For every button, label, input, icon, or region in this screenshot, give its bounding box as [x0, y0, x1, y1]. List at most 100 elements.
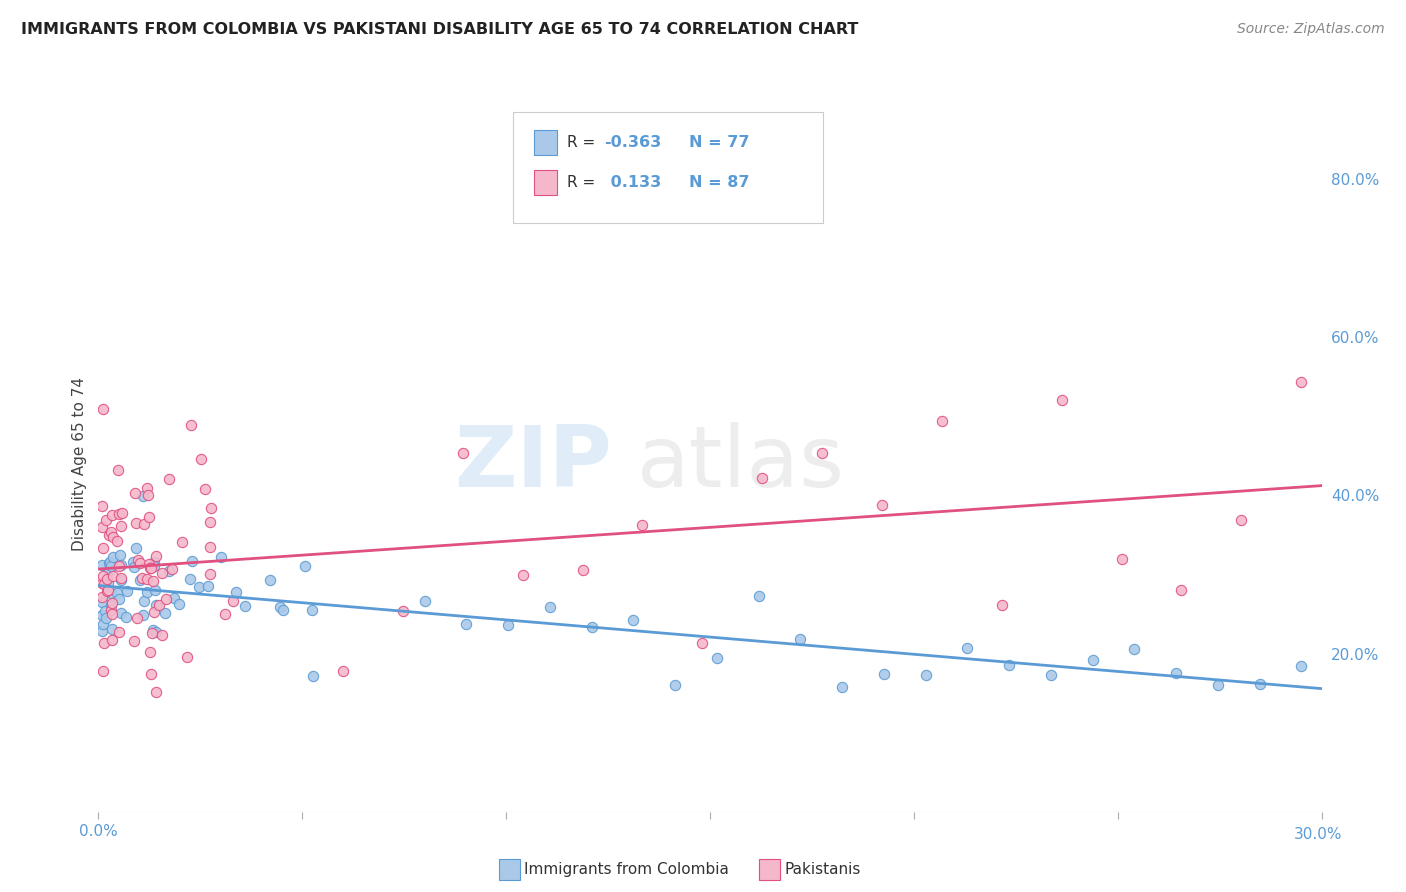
Point	[956, 640, 979, 655]
Point	[97, 556, 120, 570]
Point	[269, 599, 291, 614]
Point	[135, 584, 157, 599]
Point	[115, 610, 138, 624]
Point	[100, 525, 122, 540]
Point	[392, 604, 415, 618]
Point	[110, 573, 132, 587]
Point	[91, 558, 114, 573]
Point	[138, 558, 160, 572]
Point	[138, 561, 160, 575]
Point	[122, 560, 145, 574]
Text: Pakistanis: Pakistanis	[785, 863, 860, 877]
Point	[176, 649, 198, 664]
Point	[332, 665, 354, 679]
Text: atlas: atlas	[637, 422, 845, 506]
Point	[145, 599, 167, 613]
Point	[124, 485, 146, 500]
Point	[132, 517, 155, 532]
Point	[233, 599, 256, 613]
Point	[127, 553, 149, 567]
Point	[97, 582, 120, 597]
Point	[91, 575, 114, 590]
Text: R =: R =	[567, 136, 600, 150]
Point	[97, 528, 120, 542]
Point	[1039, 668, 1062, 682]
Point	[96, 572, 118, 586]
Point	[294, 559, 316, 574]
Point	[100, 598, 122, 612]
Point	[225, 584, 247, 599]
Point	[131, 571, 153, 585]
Text: -0.363: -0.363	[605, 136, 662, 150]
Point	[998, 658, 1021, 673]
Point	[181, 554, 204, 568]
Point	[91, 591, 114, 605]
Point	[1081, 652, 1104, 666]
Point	[456, 617, 478, 632]
Point	[136, 488, 159, 502]
Point	[538, 600, 561, 615]
Point	[136, 481, 159, 495]
Point	[105, 585, 128, 599]
Point	[190, 451, 212, 466]
Point	[91, 617, 114, 632]
Point	[100, 603, 122, 617]
Point	[706, 651, 728, 665]
Point	[138, 509, 160, 524]
Point	[1111, 552, 1133, 566]
Point	[129, 573, 152, 587]
Point	[512, 567, 534, 582]
Point	[751, 470, 773, 484]
Point	[107, 559, 129, 574]
Point	[93, 636, 115, 650]
Point	[631, 518, 654, 533]
Point	[914, 668, 936, 682]
Point	[259, 574, 281, 588]
Point	[122, 555, 145, 569]
Point	[97, 576, 120, 591]
Point	[100, 586, 122, 600]
Point	[96, 583, 118, 598]
Point	[664, 678, 686, 692]
Point	[132, 594, 155, 608]
Point	[581, 620, 603, 634]
Point	[214, 607, 236, 621]
Point	[91, 541, 114, 555]
Point	[103, 568, 125, 582]
Point	[1291, 376, 1313, 390]
Point	[301, 668, 323, 682]
Point	[222, 594, 245, 608]
Point	[94, 513, 117, 527]
Point	[188, 580, 211, 594]
Text: N = 77: N = 77	[689, 136, 749, 150]
Point	[1291, 658, 1313, 673]
Point	[1123, 642, 1146, 657]
Point	[105, 534, 128, 549]
Point	[200, 540, 222, 554]
Point	[200, 501, 222, 516]
Point	[122, 633, 145, 648]
Point	[131, 489, 153, 503]
Point	[110, 571, 132, 585]
Point	[142, 574, 165, 589]
Point	[108, 625, 131, 640]
Point	[96, 611, 118, 625]
Point	[132, 608, 155, 623]
Point	[91, 607, 114, 622]
Text: R =: R =	[567, 176, 600, 190]
Point	[110, 558, 132, 572]
Point	[141, 561, 163, 575]
Text: 30.0%: 30.0%	[1295, 827, 1343, 841]
Y-axis label: Disability Age 65 to 74: Disability Age 65 to 74	[72, 376, 87, 551]
Point	[91, 664, 114, 678]
Point	[97, 564, 120, 578]
Point	[93, 604, 115, 618]
Point	[101, 529, 124, 543]
Point	[150, 627, 173, 641]
Point	[143, 555, 166, 569]
Point	[873, 667, 896, 681]
Point	[100, 508, 122, 523]
Point	[148, 598, 170, 612]
Point	[157, 564, 180, 578]
Point	[1230, 513, 1253, 527]
